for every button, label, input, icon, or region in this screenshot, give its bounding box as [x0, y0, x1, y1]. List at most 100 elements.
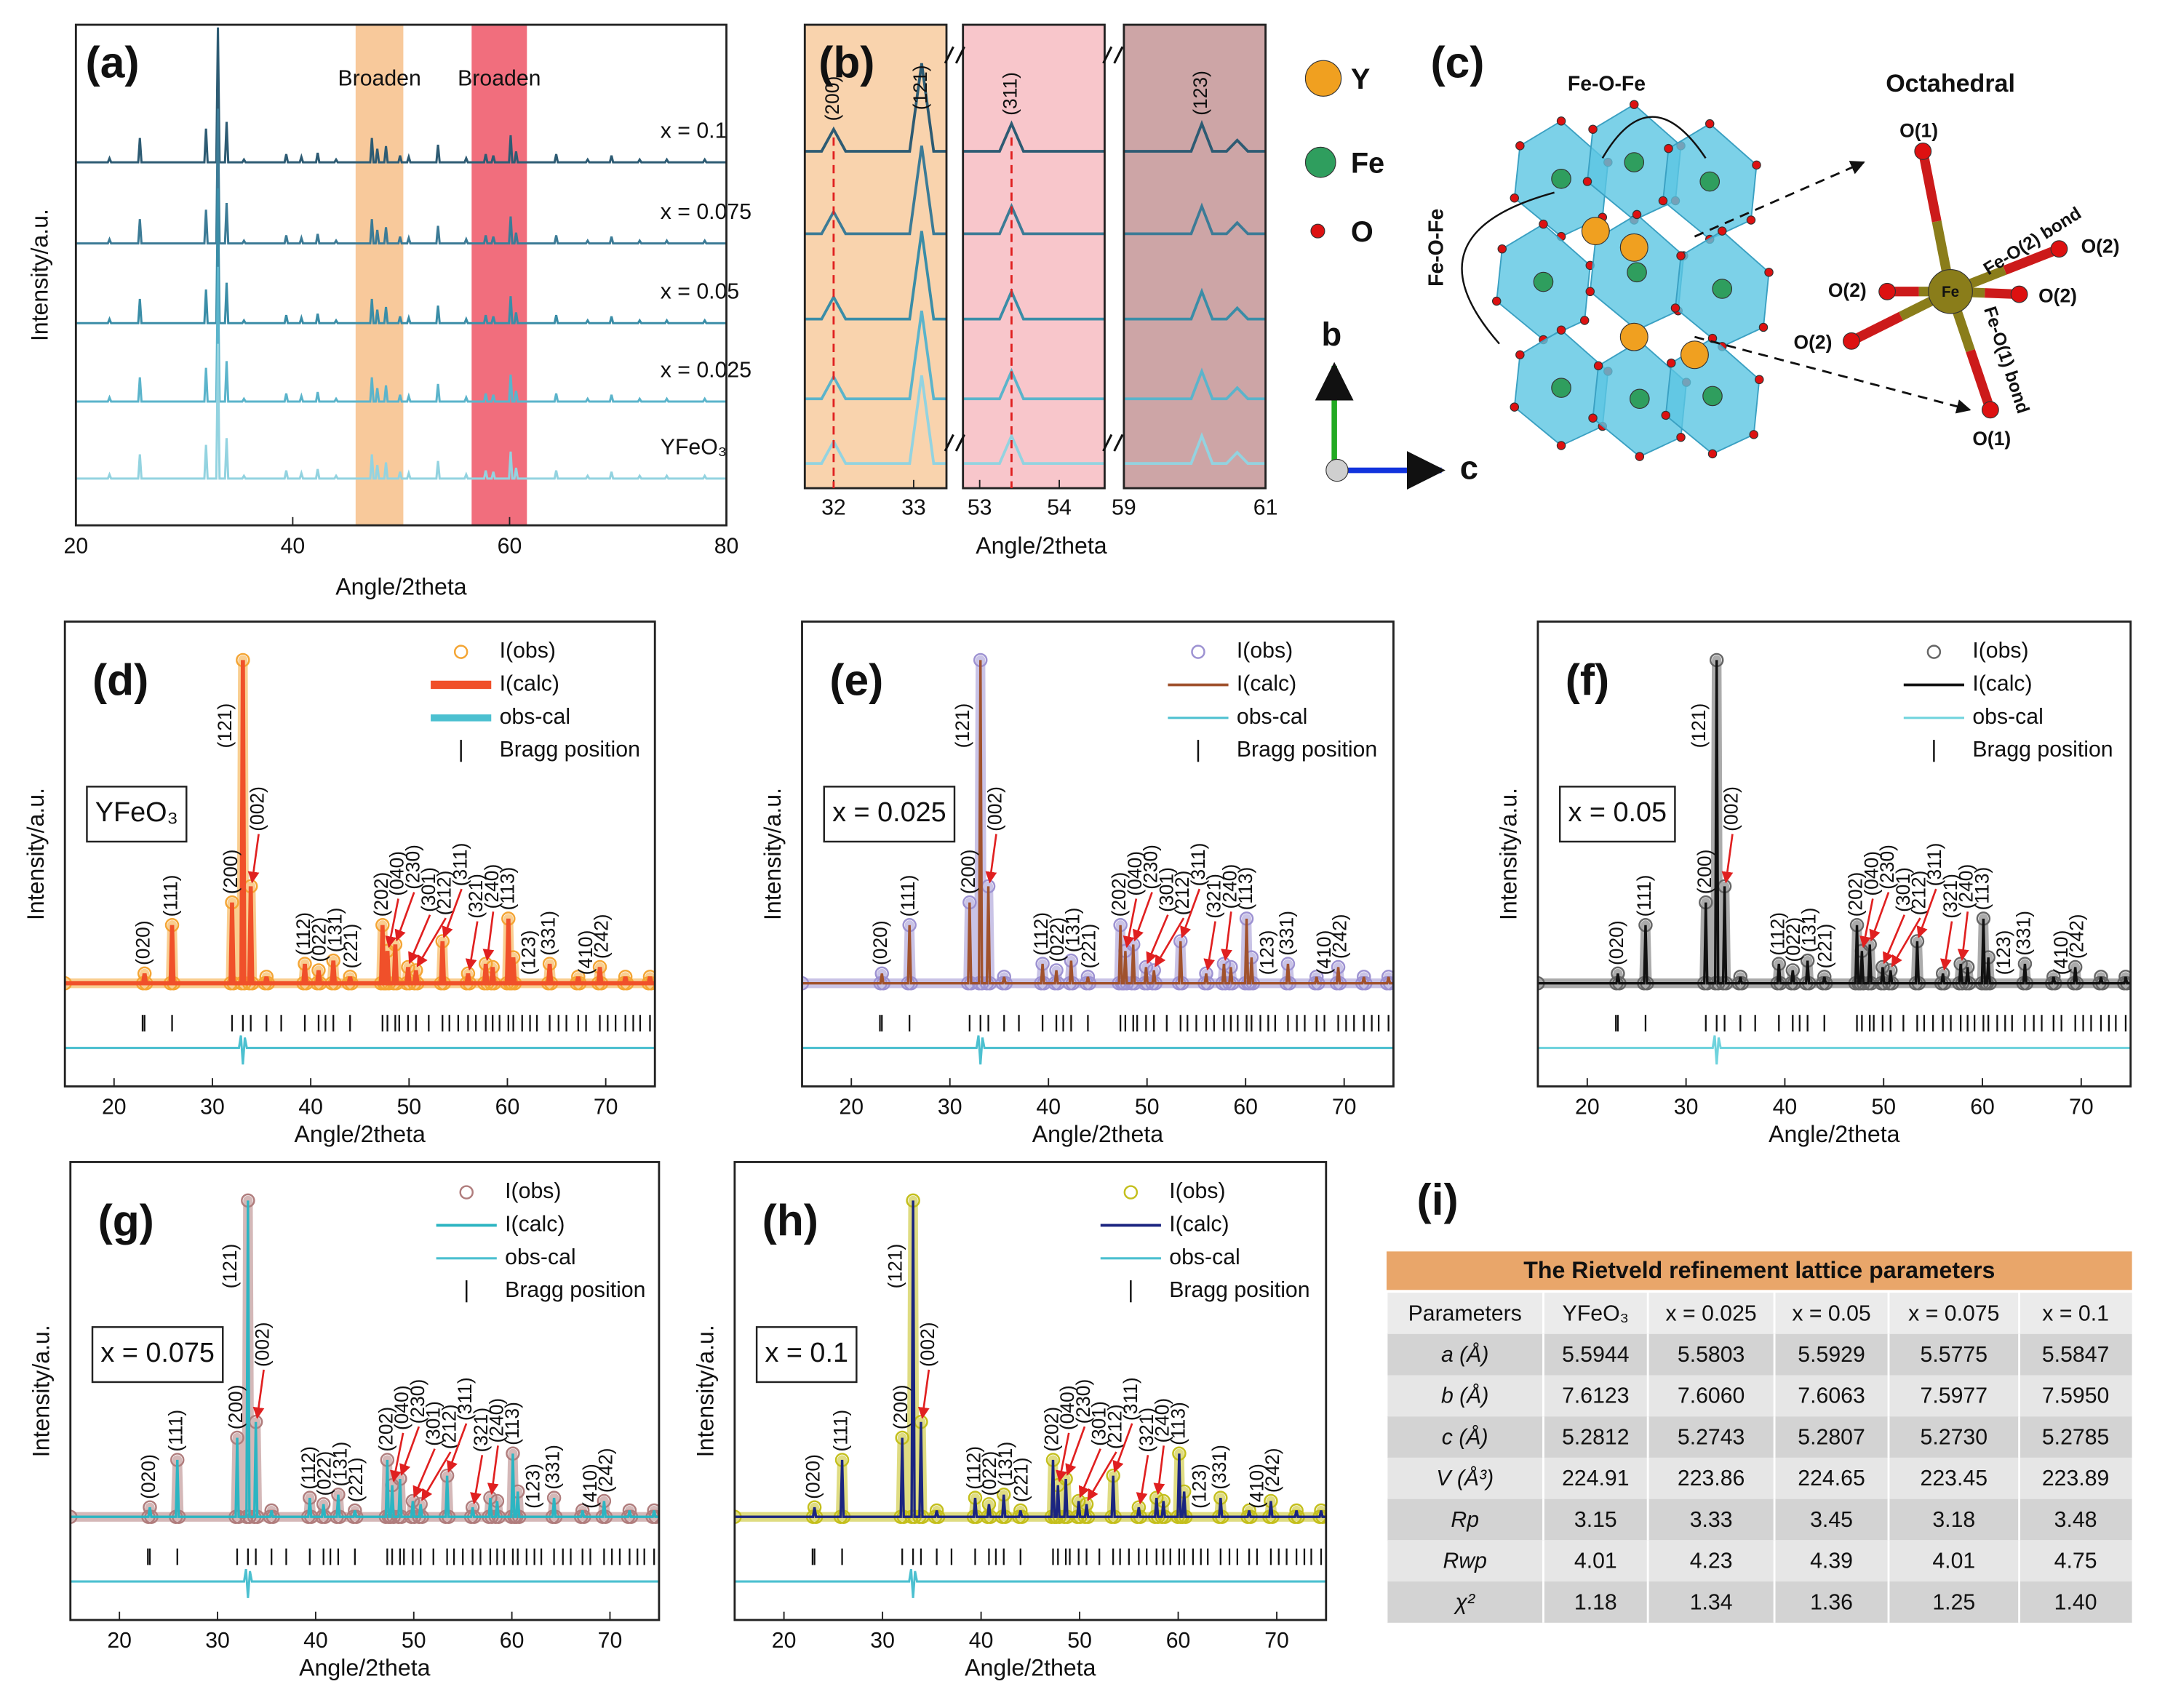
- panel-label: (c): [1430, 38, 1484, 87]
- hkl-arrow: [1883, 914, 1906, 965]
- fe-atom: [1551, 168, 1571, 189]
- hkl-label: (221): [345, 1457, 367, 1502]
- hkl-label: (131): [994, 1442, 1016, 1487]
- hkl-arrow: [1133, 892, 1153, 942]
- o-atom: [1718, 226, 1727, 236]
- calc-curve: [65, 660, 655, 986]
- fe-atom: [1699, 171, 1721, 192]
- table-title: The Rietveld refinement lattice paramete…: [1523, 1257, 1995, 1283]
- fe-center: [1928, 268, 1973, 314]
- table-row: [1386, 1581, 2132, 1623]
- o-atom: [1593, 361, 1603, 371]
- hkl-label: (123): [1189, 1464, 1211, 1509]
- hkl-label: (113): [1971, 867, 1993, 911]
- hkl-label: (311): [454, 1377, 476, 1421]
- series-label: x = 0.075: [661, 200, 751, 224]
- hkl-label: (123): [1256, 930, 1277, 975]
- hkl-arrow: [1123, 898, 1138, 949]
- hkl-label: (301): [1155, 867, 1177, 912]
- panel-label: (e): [829, 655, 883, 705]
- calc-curve: [70, 1200, 659, 1518]
- axes-box: [74, 23, 727, 527]
- legend-label: I(obs): [500, 639, 556, 663]
- xrd-curve: [76, 343, 727, 480]
- hkl-arrow: [1146, 914, 1169, 965]
- x-axis-label: Angle/2theta: [295, 1121, 426, 1147]
- hkl-arrow: [408, 914, 431, 965]
- hkl-label: (040): [1056, 1385, 1078, 1430]
- o-atom: [1981, 401, 1999, 419]
- table-cell: 4.75: [2054, 1549, 2097, 1573]
- x-tick-label: 60: [1970, 1096, 1995, 1120]
- x-tick-label: 80: [714, 534, 739, 558]
- hkl-label: (111): [160, 875, 182, 917]
- legend-label: obs-cal: [500, 705, 570, 729]
- o-atom: [1764, 268, 1774, 277]
- fe-atom: [1551, 378, 1571, 398]
- o-label: O(1): [1899, 119, 1938, 141]
- x-tick-label: 60: [1233, 1096, 1258, 1120]
- hkl-label: (020): [802, 1454, 824, 1499]
- hkl-arrow: [385, 898, 399, 949]
- hkl-label: (311): [449, 843, 471, 887]
- hkl-arrow: [470, 1455, 484, 1505]
- hkl-label: (212): [1104, 1404, 1125, 1449]
- calc-curve: [734, 1200, 1326, 1518]
- o-atom: [1556, 325, 1566, 335]
- table-cell: 4.23: [1690, 1549, 1733, 1573]
- hkl-label: (020): [1606, 920, 1627, 965]
- hkl-label: (301): [418, 867, 439, 912]
- table-row: [1386, 1375, 2132, 1417]
- x-tick-label: 40: [298, 1096, 323, 1120]
- hkl-label: (202): [1108, 872, 1130, 917]
- legend-label: Bragg position: [1237, 738, 1377, 762]
- plot: [70, 1193, 659, 1598]
- o-atom: [1585, 287, 1595, 297]
- x-tick-label: 61: [1253, 495, 1278, 519]
- o-atom: [1878, 282, 1897, 300]
- hkl-arrow: [252, 1369, 265, 1419]
- curves: [76, 27, 727, 480]
- diff-curve: [802, 1035, 1394, 1065]
- o-atom: [1632, 209, 1642, 220]
- fe-atom: [1533, 271, 1554, 292]
- axes-box: [63, 620, 656, 1088]
- hkl-label: (200): [220, 850, 242, 895]
- hkl-label: (123): [518, 930, 540, 975]
- sample-label: x = 0.05: [1568, 797, 1667, 828]
- atom-legend: Y: [1351, 63, 1370, 95]
- o-atom: [1515, 350, 1525, 359]
- table-cell: 224.91: [1562, 1466, 1629, 1490]
- window-bg: [805, 25, 947, 489]
- sample-label: x = 0.075: [100, 1338, 215, 1368]
- hkl-label: (311): [1187, 843, 1209, 887]
- hkl-label: (113): [497, 867, 519, 911]
- hkl-label: (200): [890, 1384, 912, 1429]
- hkl-label: (230): [1140, 845, 1162, 890]
- window-box: [1123, 23, 1267, 490]
- hkl-label: (123): [522, 1464, 544, 1509]
- table-row: [1386, 1457, 2132, 1499]
- x-tick-label: 70: [1332, 1096, 1357, 1120]
- hkl-label: (240): [1955, 864, 1977, 909]
- hkl-label: (221): [1077, 924, 1099, 969]
- hkl-label: (022): [978, 1451, 1000, 1496]
- o-atom-icon: [1310, 223, 1325, 239]
- hkl-label: (311): [1923, 843, 1945, 887]
- hkl-arrow: [487, 1445, 499, 1496]
- table-cell: 5.2807: [1798, 1425, 1865, 1449]
- o-atom: [1491, 296, 1502, 306]
- table-cell: Rp: [1451, 1508, 1479, 1532]
- x-tick-label: 40: [1036, 1096, 1061, 1120]
- o-atom: [1630, 100, 1639, 109]
- table-row: [1386, 1293, 2132, 1334]
- o-label: O(2): [2081, 235, 2120, 257]
- legend-label: Bragg position: [500, 738, 640, 762]
- hkl-label: (112): [962, 1446, 984, 1490]
- hkl-label: (002): [917, 1322, 938, 1367]
- o-atom: [2050, 240, 2068, 258]
- obs-point: [997, 970, 1011, 984]
- hkl-label: (242): [591, 914, 613, 959]
- hkl-arrow: [1136, 1455, 1149, 1505]
